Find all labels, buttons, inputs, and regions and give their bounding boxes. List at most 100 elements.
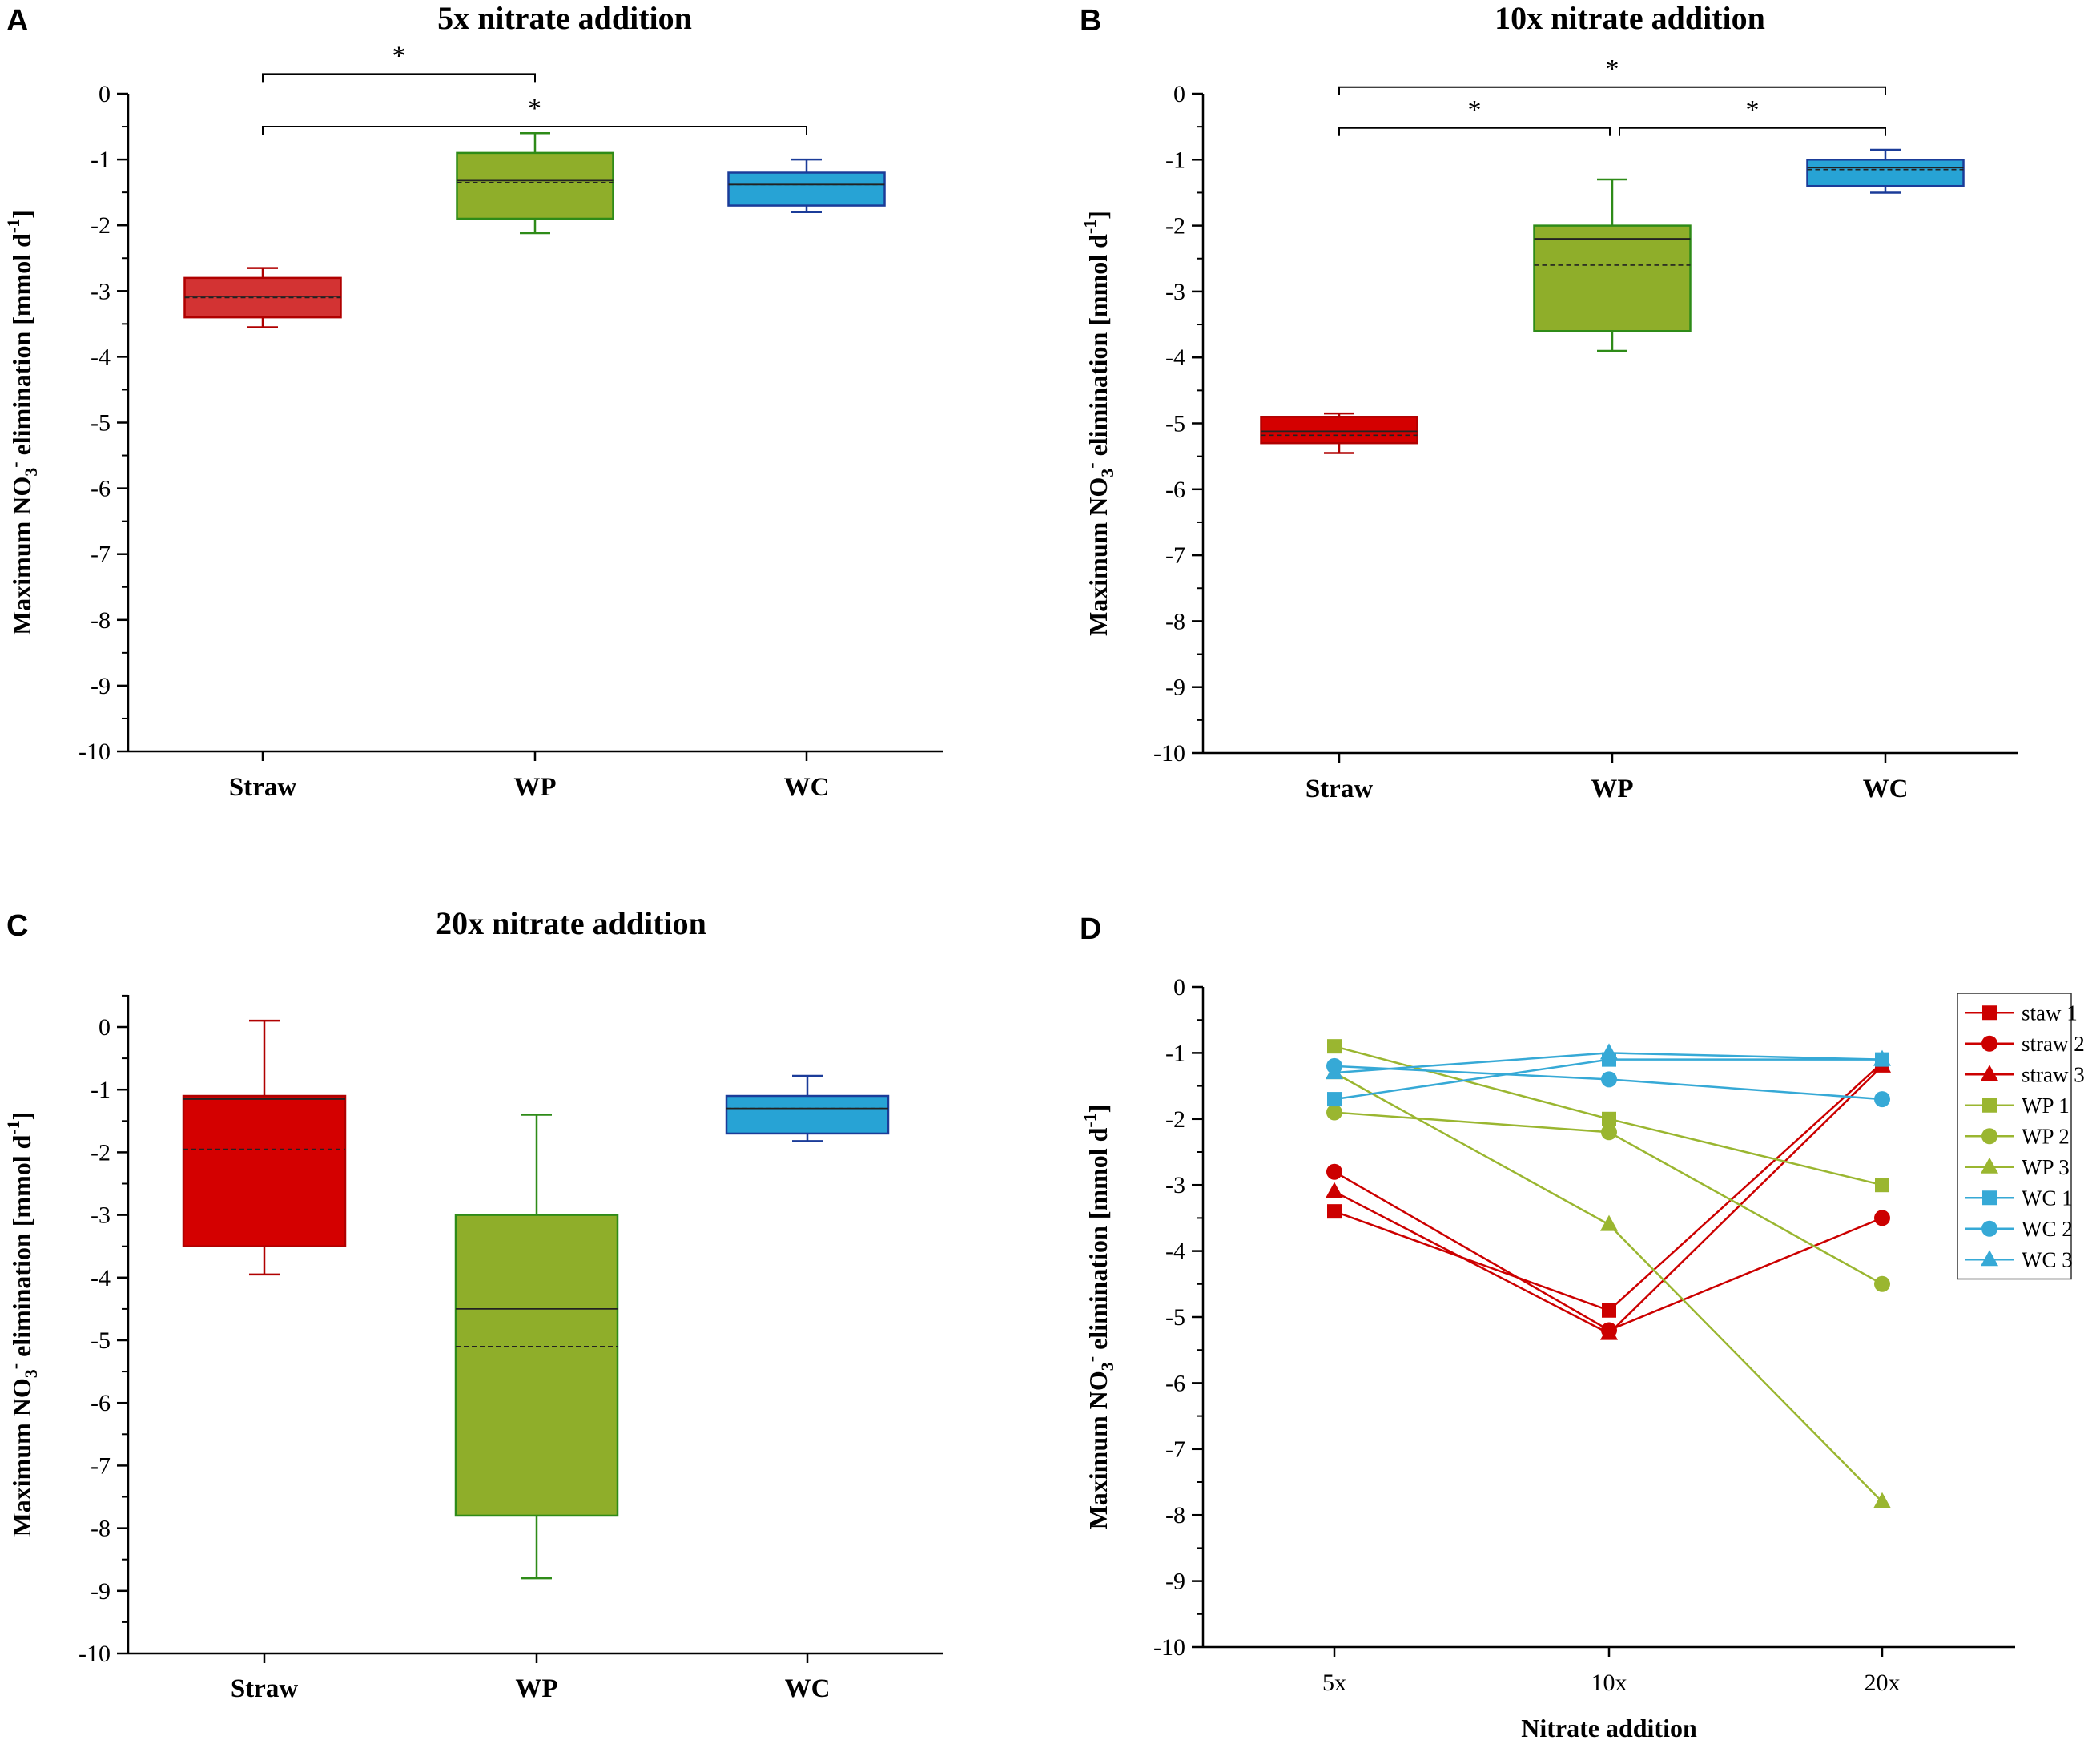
significance-star: * — [392, 41, 406, 70]
y-tick-label: -4 — [1165, 344, 1185, 371]
x-category-label: WC — [1863, 775, 1909, 804]
y-tick-label: -9 — [1165, 675, 1185, 701]
y-axis-title: Maximum NO3- elimination [mmol d-1] — [3, 210, 41, 635]
y-tick-label: -9 — [91, 1578, 111, 1605]
y-tick-label: -7 — [91, 542, 111, 568]
y-tick-label: 0 — [1173, 974, 1185, 1001]
legend-label: WC 1 — [2022, 1186, 2073, 1210]
y-tick-label: -9 — [1165, 1569, 1185, 1595]
box-wp — [454, 1114, 619, 1580]
x-category-label: WC — [785, 1674, 831, 1703]
x-category-label: 5x — [1322, 1670, 1346, 1696]
significance-star: * — [1468, 95, 1482, 125]
y-tick-label: -8 — [1165, 608, 1185, 634]
y-tick-label: -2 — [1165, 1106, 1185, 1133]
y-tick-label: -2 — [1165, 213, 1185, 240]
legend-label: straw 2 — [2022, 1032, 2085, 1056]
y-tick-label: -8 — [91, 1516, 111, 1542]
panel-b: B 10x nitrate addition 0 -1 -2 -3 -4 -5 -6 -7 -8 -9… — [1080, 0, 2018, 804]
significance-star: * — [1746, 95, 1760, 125]
y-tick-label: -6 — [91, 476, 111, 502]
series-staw-1 — [1327, 1055, 1889, 1318]
data-point — [1602, 1303, 1616, 1318]
significance-bracket: * — [262, 41, 536, 83]
legend-marker — [1981, 1220, 1997, 1237]
box-straw — [183, 267, 342, 328]
box-body — [1260, 416, 1418, 445]
data-point — [1327, 1204, 1342, 1219]
data-point — [1326, 1063, 1343, 1080]
legend-marker — [1982, 1190, 1997, 1206]
data-point — [1875, 1178, 1889, 1193]
legend-label: WC 2 — [2022, 1217, 2073, 1241]
legend-label: WP 3 — [2022, 1155, 2070, 1179]
series-straw-3 — [1326, 1056, 1891, 1340]
box-body — [727, 171, 886, 207]
data-point — [1874, 1091, 1890, 1108]
y-axis-title: Maximum NO3- elimination [mmol d-1] — [1080, 211, 1117, 636]
y-tick-label: -7 — [1165, 542, 1185, 569]
data-point — [1601, 1071, 1617, 1088]
y-tick-label: -10 — [1153, 1634, 1185, 1661]
significance-bracket: * — [1338, 95, 1611, 136]
panel-c: C 20x nitrate addition 0 -1 -2 -3 -4 -5 -6 -7 -8 -9… — [6, 905, 943, 1703]
significance-star: * — [528, 94, 541, 123]
panel-letter: C — [6, 909, 28, 943]
legend-label: WC 3 — [2022, 1247, 2073, 1271]
legend-label: WP 2 — [2022, 1124, 2070, 1148]
y-tick-label: -1 — [1165, 1040, 1185, 1066]
x-category-label: 10x — [1591, 1670, 1627, 1696]
chart-title: 20x nitrate addition — [436, 905, 706, 941]
y-tick-label: -2 — [91, 1139, 111, 1166]
y-tick-label: -7 — [1165, 1436, 1185, 1463]
y-tick-label: -9 — [91, 673, 111, 699]
y-tick-label: -6 — [1165, 477, 1185, 503]
box-wp — [1533, 178, 1692, 352]
bracket-line — [1338, 127, 1611, 136]
y-tick-label: 0 — [1173, 81, 1185, 107]
legend-marker — [1981, 1250, 1998, 1267]
legend-item: staw 1 — [1965, 1001, 2078, 1025]
data-point — [1326, 1104, 1342, 1121]
data-point — [1874, 1275, 1890, 1292]
x-category-label: WP — [515, 1674, 557, 1703]
legend-marker — [1981, 1128, 1997, 1145]
y-tick-label: -5 — [91, 1327, 111, 1354]
legend-item: WC 1 — [1965, 1186, 2073, 1210]
box-body — [1806, 159, 1965, 187]
y-tick-label: -10 — [1153, 740, 1185, 767]
y-tick-label: -7 — [91, 1452, 111, 1479]
legend-label: straw 3 — [2022, 1062, 2085, 1086]
legend-label: staw 1 — [2022, 1001, 2078, 1025]
y-tick-label: -1 — [1165, 147, 1185, 173]
box-wc — [1806, 148, 1965, 194]
y-tick-label: -10 — [78, 1641, 111, 1667]
y-tick-label: -3 — [91, 278, 111, 304]
y-tick-label: -6 — [91, 1390, 111, 1416]
x-category-label: WP — [513, 773, 556, 802]
data-point — [1873, 1049, 1891, 1066]
legend-marker — [1982, 1005, 1997, 1021]
y-axis-title: Maximum NO3- elimination [mmol d-1] — [1080, 1105, 1117, 1530]
data-point — [1602, 1111, 1616, 1126]
data-point — [1327, 1039, 1342, 1054]
y-tick-label: -6 — [1165, 1370, 1185, 1396]
significance-star: * — [1606, 54, 1619, 84]
box-body — [182, 1094, 347, 1247]
x-category-label: 20x — [1865, 1670, 1901, 1696]
box-wp — [456, 132, 614, 235]
y-tick-label: -3 — [1165, 279, 1185, 305]
data-point — [1326, 1163, 1342, 1180]
chart-title: 5x nitrate addition — [437, 0, 692, 36]
series-wp-2 — [1326, 1104, 1890, 1292]
chart-title: 10x nitrate addition — [1495, 0, 1765, 36]
y-tick-label: -10 — [78, 739, 111, 765]
y-tick-label: -3 — [1165, 1172, 1185, 1198]
significance-bracket: * — [262, 94, 807, 135]
bracket-line — [1338, 86, 1886, 95]
series-line — [1334, 1065, 1883, 1335]
y-tick-label: -4 — [1165, 1239, 1185, 1265]
box-body — [454, 1214, 619, 1517]
y-tick-label: -1 — [91, 1077, 111, 1103]
box-straw — [182, 1019, 347, 1276]
